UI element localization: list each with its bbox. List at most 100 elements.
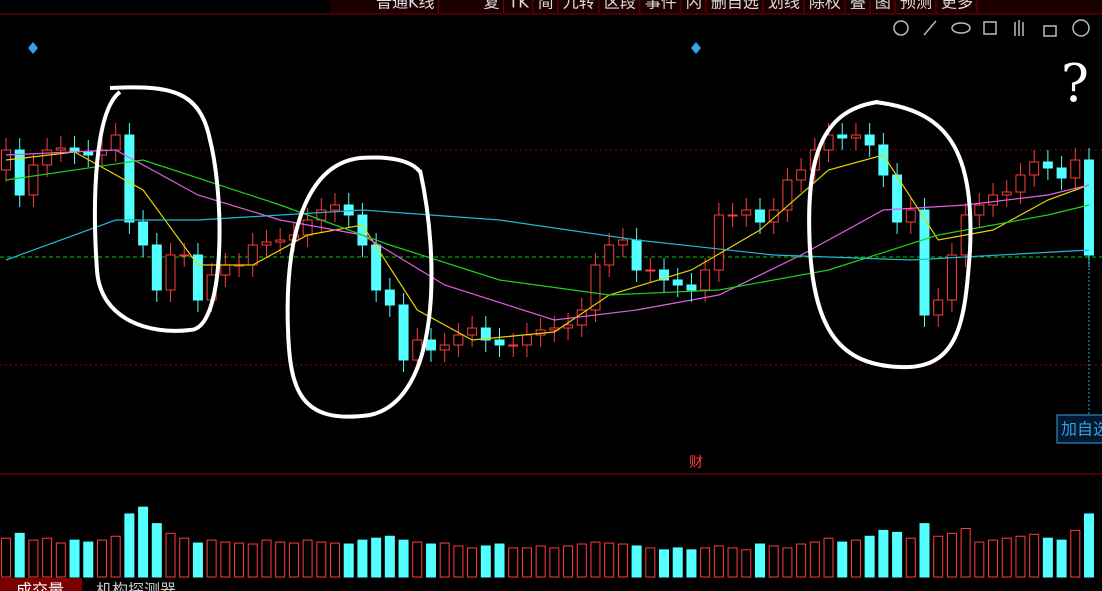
candle-body [590, 264, 601, 311]
volume-bar [179, 537, 190, 578]
candle-body [494, 339, 505, 346]
volume-bar [83, 541, 94, 578]
candle-body [151, 244, 162, 291]
candle-body [713, 214, 724, 271]
toolbar-item[interactable]: 除权 [809, 0, 841, 12]
circle [93, 85, 222, 333]
volume-bar [261, 539, 272, 578]
candle-body [138, 221, 149, 246]
candle-body [439, 344, 450, 351]
toolbar-item[interactable]: 删自选 [711, 0, 759, 12]
candle-body [521, 334, 532, 346]
volume-bar [892, 531, 903, 578]
annotation: ? [1061, 55, 1089, 115]
volume-bar [809, 541, 820, 578]
volume-bar [1015, 535, 1026, 578]
volume-bar [782, 547, 793, 578]
candle-body [480, 327, 491, 341]
volume-bar [234, 542, 245, 578]
volume-bar [905, 537, 916, 578]
volume-bar [28, 539, 39, 578]
volume-bar [754, 543, 765, 578]
tool-icons [893, 19, 1090, 37]
toolbar-item[interactable]: 事件 [645, 0, 677, 12]
candle-body [398, 304, 409, 361]
candle-body [1015, 174, 1026, 193]
candle-body [892, 174, 903, 223]
volume-bar [1, 537, 11, 578]
toolbar-item[interactable]: 复 [484, 0, 500, 12]
candle-body [768, 209, 779, 223]
toolbar-item[interactable]: 图 [875, 0, 891, 12]
icon-plus[interactable] [1072, 19, 1090, 37]
candle-body [741, 209, 752, 216]
toolbar-item[interactable]: 闪 [686, 0, 702, 12]
candle-body [110, 134, 121, 151]
volume-bar [823, 537, 834, 578]
volume-bar [467, 547, 478, 578]
candle-body [165, 254, 176, 291]
toolbar-item[interactable]: 叠 [850, 0, 866, 12]
volume-bar [1084, 513, 1094, 578]
volume-bar [425, 543, 436, 578]
circle [285, 155, 434, 419]
volume-bar [563, 545, 574, 578]
candle-body [179, 254, 190, 257]
volume-bar [302, 539, 313, 578]
toolbar-item[interactable]: 普通K线 [376, 0, 435, 12]
candle-body [878, 144, 889, 176]
toolbar-item[interactable]: 九转 [563, 0, 595, 12]
candle-body [124, 134, 135, 223]
volume-bar [796, 543, 807, 578]
volume-bar [727, 547, 738, 578]
tab[interactable]: 成交量 [16, 581, 64, 591]
volume-bar [14, 532, 25, 578]
volume-bar [645, 547, 656, 578]
volume-bar [1042, 537, 1053, 578]
volume-bar [357, 539, 368, 578]
volume-bar [700, 547, 711, 578]
candle-body [1042, 161, 1053, 169]
volume-bar [316, 541, 327, 578]
icon-hand[interactable] [1014, 20, 1024, 36]
candle-body [645, 269, 656, 272]
candle-body [1056, 167, 1067, 179]
toolbar-item[interactable]: TK [508, 0, 530, 12]
moving-average [5, 149, 1090, 321]
volume-bar [165, 532, 176, 578]
candle-body [617, 239, 628, 246]
candle-body [83, 151, 94, 156]
side-button[interactable]: 加自选 [1061, 420, 1102, 439]
volume-bar [933, 535, 944, 578]
volume-bar [508, 547, 519, 578]
icon-pen[interactable] [923, 20, 937, 36]
volume-bar [672, 547, 683, 578]
toolbar-item[interactable]: 简 [538, 0, 554, 12]
icon-gear[interactable] [893, 20, 909, 36]
toolbar-item[interactable]: 划线 [768, 0, 800, 12]
candle-body [864, 134, 875, 146]
side-button-box[interactable] [1056, 414, 1102, 444]
candle-body [604, 244, 615, 266]
candle-body [14, 149, 25, 196]
volume-bar [946, 532, 957, 578]
volume-bar [55, 542, 66, 578]
toolbar-item[interactable]: 区段 [604, 0, 636, 12]
icon-box[interactable] [983, 21, 997, 35]
candle-body [988, 194, 999, 206]
candle-body [974, 204, 985, 216]
tab[interactable]: 机构探测器 [96, 581, 176, 591]
volume-bar [412, 541, 423, 578]
toolbar-item[interactable]: 更多 [941, 0, 973, 12]
toolbar-strip [330, 0, 1102, 14]
icon-eye[interactable] [951, 22, 971, 34]
event-marker[interactable]: 财 [689, 455, 703, 471]
volume-bar [288, 542, 299, 578]
candle-body [631, 239, 642, 271]
toolbar-item[interactable]: 预测 [900, 0, 932, 12]
volume-bar [631, 545, 642, 578]
moving-average [5, 209, 1090, 261]
toolbar-bg [0, 0, 1102, 15]
icon-lock[interactable] [1043, 25, 1057, 37]
candle-body [467, 327, 478, 336]
